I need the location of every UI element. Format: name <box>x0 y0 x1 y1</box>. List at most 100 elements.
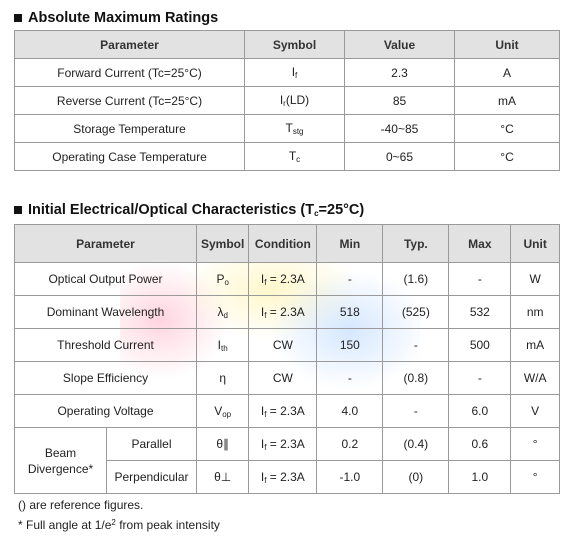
header-value: Value <box>344 30 455 59</box>
bullet-square-icon <box>14 206 22 214</box>
cell-typ: (0) <box>382 460 450 494</box>
table-row: Reverse Current (Tc=25°C) Ir(LD) 85 mA <box>14 86 560 115</box>
cell-symbol: η <box>195 361 250 395</box>
note-full-angle: * Full angle at 1/e2 from peak intensity <box>18 518 220 532</box>
cell-unit: ° <box>510 460 560 494</box>
cell-symbol: If <box>244 58 345 87</box>
cell-condition: CW <box>248 361 318 395</box>
header-parameter: Parameter <box>14 224 197 263</box>
cell-parameter: Threshold Current <box>14 328 197 362</box>
cell-beam-divergence: Beam Divergence* <box>14 427 107 494</box>
cell-parameter: Optical Output Power <box>14 262 197 296</box>
cell-max: 0.6 <box>448 427 512 461</box>
cell-min: 518 <box>316 295 384 329</box>
cell-symbol: θ⊥ <box>195 460 250 494</box>
cell-unit: °C <box>454 114 560 143</box>
table-row: Dominant Wavelength λd If = 2.3A 518 (52… <box>14 295 560 329</box>
cell-symbol: Po <box>195 262 250 296</box>
cell-symbol: Tstg <box>244 114 345 143</box>
cell-typ: - <box>382 328 450 362</box>
table-row: Operating Case Temperature Tc 0~65 °C <box>14 142 560 171</box>
bullet-square-icon <box>14 14 22 22</box>
header-min: Min <box>316 224 384 263</box>
cell-typ: (0.8) <box>382 361 450 395</box>
cell-parameter: Slope Efficiency <box>14 361 197 395</box>
initial-characteristics-table: Parameter Symbol Condition Min Typ. Max … <box>14 224 560 494</box>
cell-condition: If = 2.3A <box>248 295 318 329</box>
cell-max: 1.0 <box>448 460 512 494</box>
cell-parameter: Operating Case Temperature <box>14 142 245 171</box>
cell-value: 85 <box>344 86 455 115</box>
cell-unit: W <box>510 262 560 296</box>
cell-unit: V <box>510 394 560 428</box>
cell-condition: If = 2.3A <box>248 394 318 428</box>
cell-symbol: θ∥ <box>195 427 250 461</box>
table-row: Slope Efficiency η CW - (0.8) - W/A <box>14 361 560 395</box>
cell-typ: (525) <box>382 295 450 329</box>
cell-condition: CW <box>248 328 318 362</box>
table-header-row: Parameter Symbol Condition Min Typ. Max … <box>14 224 560 263</box>
absolute-max-ratings-table: Parameter Symbol Value Unit Forward Curr… <box>14 30 560 171</box>
cell-value: -40~85 <box>344 114 455 143</box>
cell-typ: (1.6) <box>382 262 450 296</box>
table-row: Forward Current (Tc=25°C) If 2.3 A <box>14 58 560 87</box>
cell-symbol: Ir(LD) <box>244 86 345 115</box>
cell-sub-parameter: Parallel <box>106 427 197 461</box>
cell-condition: If = 2.3A <box>248 262 318 296</box>
section-title-initial-characteristics: Initial Electrical/Optical Characteristi… <box>14 202 364 218</box>
cell-max: 500 <box>448 328 512 362</box>
cell-sub-parameter: Perpendicular <box>106 460 197 494</box>
cell-min: 150 <box>316 328 384 362</box>
cell-symbol: Tc <box>244 142 345 171</box>
table-row: Optical Output Power Po If = 2.3A - (1.6… <box>14 262 560 296</box>
cell-min: 4.0 <box>316 394 384 428</box>
cell-unit: °C <box>454 142 560 171</box>
cell-parameter: Forward Current (Tc=25°C) <box>14 58 245 87</box>
cell-parameter: Dominant Wavelength <box>14 295 197 329</box>
table-row: Threshold Current Ith CW 150 - 500 mA <box>14 328 560 362</box>
header-unit: Unit <box>510 224 560 263</box>
cell-condition: If = 2.3A <box>248 427 318 461</box>
table-header-row: Parameter Symbol Value Unit <box>14 30 560 59</box>
cell-unit: mA <box>454 86 560 115</box>
cell-typ: (0.4) <box>382 427 450 461</box>
cell-symbol: Vop <box>195 394 250 428</box>
cell-unit: mA <box>510 328 560 362</box>
cell-unit: W/A <box>510 361 560 395</box>
table-row: Storage Temperature Tstg -40~85 °C <box>14 114 560 143</box>
cell-min: - <box>316 361 384 395</box>
cell-max: - <box>448 361 512 395</box>
cell-max: 6.0 <box>448 394 512 428</box>
header-condition: Condition <box>248 224 318 263</box>
cell-symbol: Ith <box>195 328 250 362</box>
cell-min: - <box>316 262 384 296</box>
section-title-text: Initial Electrical/Optical Characteristi… <box>28 202 365 218</box>
cell-max: - <box>448 262 512 296</box>
cell-min: -1.0 <box>316 460 384 494</box>
header-typ: Typ. <box>382 224 450 263</box>
cell-unit: ° <box>510 427 560 461</box>
cell-max: 532 <box>448 295 512 329</box>
cell-symbol: λd <box>195 295 250 329</box>
header-unit: Unit <box>454 30 560 59</box>
cell-min: 0.2 <box>316 427 384 461</box>
header-max: Max <box>448 224 512 263</box>
table-row: Beam Divergence* Parallel θ∥ If = 2.3A 0… <box>14 427 560 494</box>
cell-value: 0~65 <box>344 142 455 171</box>
cell-parameter: Operating Voltage <box>14 394 197 428</box>
table-row: Perpendicular θ⊥ If = 2.3A -1.0 (0) 1.0 … <box>15 460 560 494</box>
header-parameter: Parameter <box>14 30 245 59</box>
header-symbol: Symbol <box>244 30 345 59</box>
cell-unit: A <box>454 58 560 87</box>
section-title-absolute-max: Absolute Maximum Ratings <box>14 10 218 26</box>
cell-value: 2.3 <box>344 58 455 87</box>
cell-typ: - <box>382 394 450 428</box>
section-title-text: Absolute Maximum Ratings <box>28 10 219 26</box>
cell-parameter: Storage Temperature <box>14 114 245 143</box>
note-reference-figures: () are reference figures. <box>18 498 144 512</box>
cell-condition: If = 2.3A <box>248 460 318 494</box>
header-symbol: Symbol <box>195 224 250 263</box>
cell-parameter: Reverse Current (Tc=25°C) <box>14 86 245 115</box>
table-row: Operating Voltage Vop If = 2.3A 4.0 - 6.… <box>14 394 560 428</box>
cell-unit: nm <box>510 295 560 329</box>
